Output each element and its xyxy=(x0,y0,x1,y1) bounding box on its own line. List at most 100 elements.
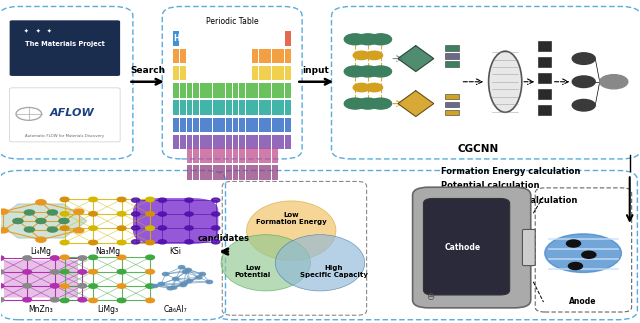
Circle shape xyxy=(344,66,366,77)
Bar xyxy=(239,118,245,132)
Circle shape xyxy=(370,98,392,109)
Text: ✦: ✦ xyxy=(24,29,29,34)
Circle shape xyxy=(51,297,59,302)
Bar xyxy=(272,66,278,80)
Circle shape xyxy=(206,280,212,284)
Circle shape xyxy=(89,226,97,230)
Text: ✦: ✦ xyxy=(47,29,52,34)
Bar xyxy=(285,31,291,46)
Bar xyxy=(252,83,258,98)
Circle shape xyxy=(566,240,580,247)
Bar xyxy=(252,135,258,149)
Bar xyxy=(226,118,232,132)
FancyBboxPatch shape xyxy=(0,6,133,159)
Bar xyxy=(213,135,219,149)
Ellipse shape xyxy=(221,235,310,291)
Circle shape xyxy=(196,276,202,279)
Text: input: input xyxy=(303,66,330,75)
Circle shape xyxy=(0,256,4,260)
Circle shape xyxy=(353,51,370,59)
Bar xyxy=(538,73,551,83)
Bar xyxy=(187,135,193,149)
Bar xyxy=(538,105,551,115)
Circle shape xyxy=(180,283,186,287)
Circle shape xyxy=(357,34,379,45)
Bar xyxy=(232,100,239,115)
Bar xyxy=(206,148,212,163)
Circle shape xyxy=(78,256,86,260)
Bar xyxy=(266,118,271,132)
Circle shape xyxy=(132,226,140,230)
Circle shape xyxy=(89,197,97,202)
Circle shape xyxy=(572,76,595,88)
Text: High
Specific Capacity: High Specific Capacity xyxy=(300,265,368,278)
Bar xyxy=(259,118,265,132)
Bar xyxy=(252,118,258,132)
Bar xyxy=(266,66,271,80)
Circle shape xyxy=(132,240,140,244)
Text: Anode: Anode xyxy=(570,297,597,306)
Text: Potential calculation: Potential calculation xyxy=(442,181,540,190)
Circle shape xyxy=(366,51,383,59)
Bar xyxy=(220,165,225,180)
Bar xyxy=(272,100,278,115)
Bar xyxy=(206,83,212,98)
Bar xyxy=(213,100,219,115)
FancyBboxPatch shape xyxy=(424,199,509,295)
Circle shape xyxy=(51,284,59,288)
Bar xyxy=(220,83,225,98)
Circle shape xyxy=(117,197,126,202)
Bar xyxy=(180,66,186,80)
Text: AFLOW: AFLOW xyxy=(50,108,95,118)
Bar xyxy=(173,135,179,149)
Bar xyxy=(200,148,205,163)
Circle shape xyxy=(60,240,69,245)
Circle shape xyxy=(0,270,4,274)
Circle shape xyxy=(60,226,69,230)
Ellipse shape xyxy=(488,51,522,112)
FancyBboxPatch shape xyxy=(332,6,640,159)
Bar xyxy=(226,148,232,163)
Circle shape xyxy=(51,256,59,260)
Bar xyxy=(180,135,186,149)
Circle shape xyxy=(51,270,59,274)
Bar xyxy=(226,135,232,149)
Bar xyxy=(272,165,278,180)
Circle shape xyxy=(212,212,220,216)
Bar xyxy=(246,83,252,98)
Bar xyxy=(538,89,551,99)
Bar xyxy=(266,48,271,63)
Circle shape xyxy=(117,255,126,260)
FancyBboxPatch shape xyxy=(163,6,302,159)
Bar xyxy=(259,100,265,115)
Circle shape xyxy=(89,255,97,260)
Text: LiMg₃: LiMg₃ xyxy=(97,305,118,314)
Circle shape xyxy=(0,284,4,288)
Text: The Materials Project: The Materials Project xyxy=(25,41,104,47)
Text: Periodic Table: Periodic Table xyxy=(205,17,258,26)
Bar xyxy=(173,31,179,46)
Circle shape xyxy=(24,227,35,232)
Circle shape xyxy=(117,226,126,230)
Text: ✦: ✦ xyxy=(35,29,40,34)
Text: H: H xyxy=(173,34,180,43)
Circle shape xyxy=(146,240,154,245)
Bar xyxy=(187,148,193,163)
Circle shape xyxy=(582,251,596,258)
Bar xyxy=(285,118,291,132)
Bar xyxy=(187,100,193,115)
Circle shape xyxy=(186,279,193,283)
Bar xyxy=(232,118,239,132)
Circle shape xyxy=(78,297,86,302)
Bar xyxy=(252,48,258,63)
Circle shape xyxy=(212,240,220,244)
Bar xyxy=(213,148,219,163)
Bar xyxy=(200,165,205,180)
Circle shape xyxy=(117,240,126,245)
Circle shape xyxy=(182,270,189,274)
FancyBboxPatch shape xyxy=(213,171,637,320)
Bar xyxy=(239,83,245,98)
Bar xyxy=(259,165,265,180)
Circle shape xyxy=(117,298,126,303)
Bar xyxy=(278,135,284,149)
